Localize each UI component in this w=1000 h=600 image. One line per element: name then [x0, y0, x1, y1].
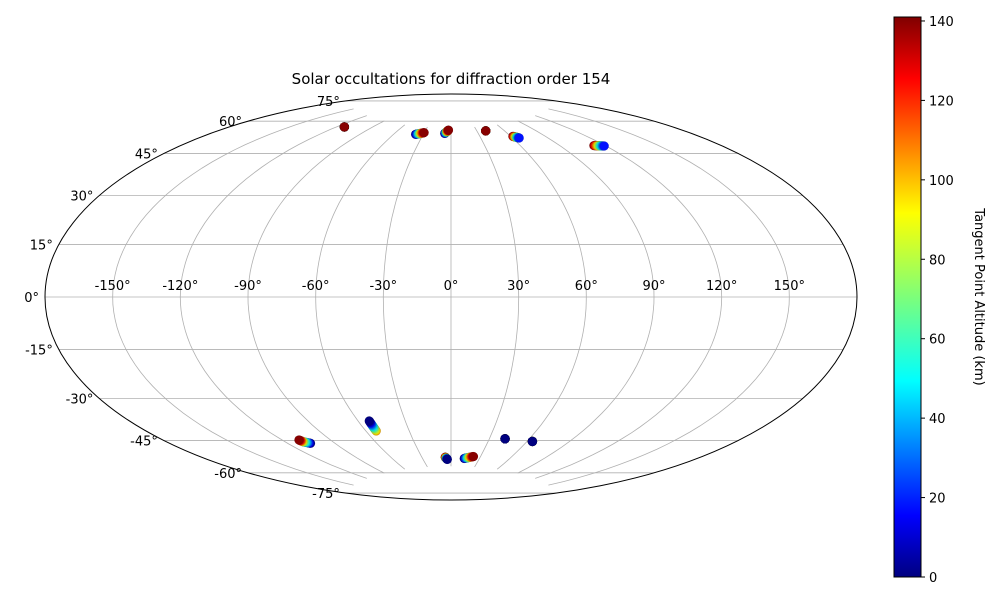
lat-tick-label: 30° [70, 190, 93, 205]
occultation-point [500, 434, 510, 444]
meridian-line [474, 126, 520, 468]
occultation-point [527, 436, 538, 447]
lat-tick-label: 60° [219, 115, 242, 130]
tick-labels: -150° -120° -90° -60° -30° 0° 30° 60° 90° 120° 150… [24, 95, 805, 502]
meridian-line [315, 124, 406, 470]
colorbar [893, 16, 922, 578]
occultation-points [294, 122, 609, 465]
colorbar-tick-label: 40 [929, 412, 946, 427]
lon-tick-label: -90° [234, 279, 262, 294]
colorbar-tick-label: 100 [929, 174, 954, 189]
lon-tick-label: 120° [706, 279, 737, 294]
colorbar-tick-label: 0 [929, 571, 937, 586]
colorbar-ticks: 0 20 40 60 80 100 120 140 [921, 15, 954, 586]
lat-tick-label: -30° [66, 393, 94, 408]
graticule [45, 100, 857, 494]
meridian-line [535, 115, 723, 479]
occultation-point [599, 141, 609, 151]
meridian-line [179, 115, 367, 479]
lon-tick-label: -150° [95, 279, 131, 294]
occultation-point [339, 122, 350, 132]
lat-tick-label: -75° [312, 487, 340, 502]
lat-tick-label: -45° [130, 435, 158, 450]
lat-tick-label: -15° [25, 344, 53, 359]
occultation-point [468, 451, 479, 462]
lon-tick-label: 150° [774, 279, 805, 294]
colorbar-tick-label: 80 [929, 253, 946, 268]
lon-tick-label: 90° [642, 279, 665, 294]
lat-tick-label: 0° [24, 291, 39, 306]
occultation-point [514, 133, 524, 143]
meridian-line [548, 108, 790, 486]
lon-tick-label: -30° [369, 279, 397, 294]
occultation-point [419, 127, 429, 138]
occultation-point [481, 126, 491, 136]
lat-tick-label: 15° [30, 238, 53, 253]
map-boundary [44, 93, 858, 501]
meridian-line [496, 124, 587, 470]
lon-tick-label: -60° [302, 279, 330, 294]
chart-title: Solar occultations for diffraction order… [292, 70, 611, 88]
meridian-line [382, 126, 428, 468]
occultation-point [364, 416, 374, 426]
lon-tick-label: 60° [575, 279, 598, 294]
lat-tick-label: 75° [317, 95, 340, 110]
occultation-point [443, 125, 454, 135]
lon-tick-label: 0° [444, 279, 459, 294]
occultation-point [442, 454, 453, 465]
colorbar-tick-label: 120 [929, 94, 954, 109]
lat-tick-label: -60° [214, 467, 242, 482]
lon-tick-label: -120° [162, 279, 198, 294]
lon-tick-label: 30° [507, 279, 530, 294]
colorbar-label: Tangent Point Altitude (km) [971, 207, 986, 385]
colorbar-tick-label: 60 [929, 333, 946, 348]
meridian-line [517, 120, 655, 474]
occultation-point [294, 435, 304, 445]
meridian-line [247, 120, 385, 474]
colorbar-tick-label: 20 [929, 492, 946, 507]
meridian-line [112, 108, 354, 486]
colorbar-tick-label: 140 [929, 15, 954, 30]
lat-tick-label: 45° [135, 147, 158, 162]
